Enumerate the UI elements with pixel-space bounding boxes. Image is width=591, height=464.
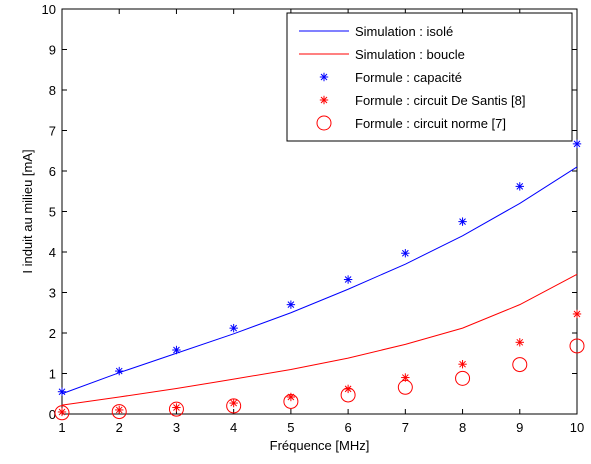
y-tick-label: 1 [49,367,56,382]
data-point-circle [283,393,299,409]
x-tick-label: 10 [570,420,584,435]
x-tick-label: 1 [58,420,65,435]
data-point-star [172,345,181,355]
data-point-star [115,366,124,376]
series-2 [57,139,582,396]
data-point-star [229,398,238,408]
data-point-star [286,300,296,309]
legend-label: Formule : capacité [355,70,462,85]
x-tick-label: 5 [287,420,294,435]
y-tick-label: 5 [49,205,56,220]
data-point-star [515,338,524,347]
legend-swatch-circle [316,115,332,131]
legend-label: Formule : circuit De Santis [8] [355,93,526,108]
legend-entry: Formule : circuit norme [7] [316,115,506,131]
y-tick-label: 9 [49,43,56,58]
series-1 [61,273,578,406]
series-4 [54,338,585,421]
data-point-star [572,139,582,149]
data-point-star [57,407,67,417]
legend-label: Formule : circuit norme [7] [355,116,506,131]
legend-swatch-star [319,95,329,105]
data-point-circle [226,398,242,414]
y-tick-label: 0 [49,407,56,422]
x-tick-label: 7 [402,420,409,435]
data-point-star [343,275,353,284]
legend-entry: Simulation : isolé [299,24,453,39]
x-tick-label: 6 [344,420,351,435]
y-tick-label: 10 [42,2,56,17]
series-layer [54,139,585,421]
legend: Simulation : isolé Simulation : boucle For… [286,12,573,142]
legend-entry: Formule : circuit De Santis [8] [319,93,526,108]
y-tick-label: 3 [49,286,56,301]
data-point-star [229,323,238,333]
data-point-star [515,182,524,191]
data-point-star [57,387,67,396]
data-point-star [458,217,467,226]
data-point-star [172,403,181,412]
x-axis-label: Fréquence [MHz] [270,438,370,453]
x-tick-label: 3 [173,420,180,435]
legend-entry: Simulation : boucle [299,47,465,62]
series-line [61,273,578,406]
legend-label: Simulation : boucle [355,47,465,62]
y-tick-label: 2 [49,326,56,341]
data-point-circle [168,401,184,417]
data-point-circle [54,405,70,421]
data-point-circle [397,379,413,395]
data-point-star [115,405,124,415]
legend-entry: Formule : capacité [319,70,462,85]
legend-box [286,12,573,142]
series-0 [61,166,578,395]
data-point-star [572,309,582,319]
data-point-circle [512,357,528,373]
y-tick-label: 8 [49,83,56,98]
data-point-circle [340,387,356,403]
series-line [61,166,578,395]
legend-swatch-star [319,72,329,82]
x-tick-label: 9 [516,420,523,435]
y-tick-label: 4 [49,245,56,260]
data-point-star [458,359,467,369]
y-axis-label: I induit au milieu [mA] [20,149,35,273]
data-point-star [401,249,410,258]
series-3 [57,309,582,417]
data-point-star [401,373,410,382]
data-point-circle [569,338,585,354]
legend-label: Simulation : isolé [355,24,453,39]
y-tick-label: 6 [49,164,56,179]
y-tick-label: 7 [49,124,56,139]
data-point-circle [111,404,127,420]
x-tick-label: 8 [459,420,466,435]
data-point-circle [455,370,471,386]
x-tick-label: 4 [230,420,237,435]
x-tick-label: 2 [116,420,123,435]
